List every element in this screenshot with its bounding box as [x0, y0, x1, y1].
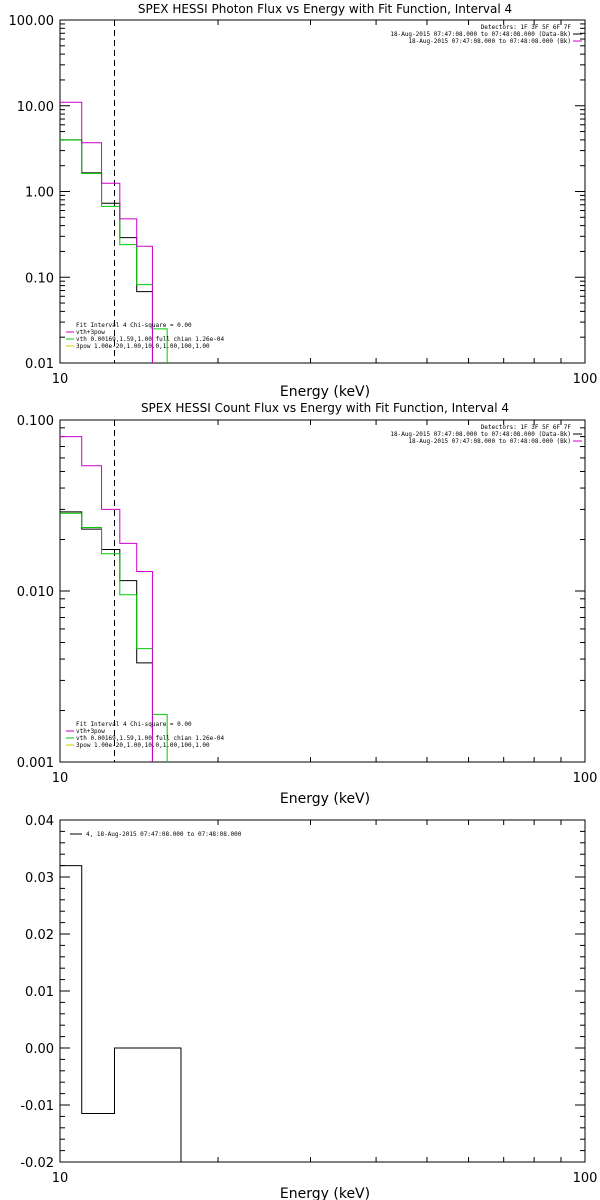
legend-text: vth+3pow [76, 329, 105, 336]
plot-frame [59, 19, 586, 364]
y-tick-label: -0.02 [20, 1156, 54, 1171]
x-tick-label: 100 [573, 1171, 598, 1186]
x-tick-label: 10 [52, 771, 69, 786]
y-tick-label: 0.04 [25, 814, 54, 829]
plot-frame [59, 819, 586, 1163]
y-tick-label: 0.001 [17, 756, 54, 771]
y-tick-label: -0.01 [20, 1099, 54, 1114]
y-tick-label: 0.10 [25, 271, 54, 286]
legend-text: vth+3pow [76, 728, 105, 735]
series-line [60, 865, 182, 1162]
series-line [60, 101, 153, 363]
legend-text: Fit Interval 4 Chi-square = 0.00 [76, 721, 192, 728]
legend-text: Fit Interval 4 Chi-square = 0.00 [76, 322, 192, 329]
y-tick-label: 0.03 [25, 871, 54, 886]
x-axis-label: Energy (keV) [280, 1186, 370, 1200]
x-tick-label: 100 [573, 771, 598, 786]
x-axis-label: Energy (keV) [280, 791, 370, 807]
photon-flux-panel: SPEX HESSI Photon Flux vs Energy with Fi… [9, 2, 598, 400]
plot-frame [59, 419, 586, 763]
legend-text: Detectors: 1F 3F 5F 6F 7F [481, 24, 572, 31]
count-flux-panel: SPEX HESSI Count Flux vs Energy with Fit… [17, 401, 598, 807]
legend-text: 3pow 1.00e-20,1.00,10.0,1.00,100,1.00 [76, 343, 210, 350]
x-tick-label: 100 [573, 372, 598, 387]
chart-title: SPEX HESSI Photon Flux vs Energy with Fi… [138, 2, 512, 16]
y-tick-label: 10.00 [17, 100, 54, 115]
residuals-panel: Energy (keV) -0.02 -0.01 0.00 0.01 0.02 0.03 0… [20, 814, 597, 1200]
x-tick-label: 10 [52, 1171, 69, 1186]
legend-text: Detectors: 1F 3F 5F 6F 7F [481, 424, 572, 431]
legend-text: vth 0.00169,1.59,1.00 full chian 1.26e-0… [76, 336, 224, 343]
y-tick-label: 0.100 [17, 414, 54, 429]
legend-text: 3pow 1.00e-20,1.00,10.0,1.00,100,1.00 [76, 742, 210, 749]
y-tick-label: 0.010 [17, 585, 54, 600]
y-tick-label: 0.00 [25, 1042, 54, 1057]
x-tick-label: 10 [52, 372, 69, 387]
legend-text: 18-Aug-2015 07:47:08.000 to 07:48:08.000… [408, 38, 571, 45]
series-line [60, 436, 153, 762]
y-tick-label: 1.00 [25, 186, 54, 201]
legend-text: vth 0.00169,1.59,1.00 full chian 1.26e-0… [76, 735, 224, 742]
legend-text: 18-Aug-2015 07:47:08.000 to 07:48:08.000… [408, 438, 571, 445]
series-line [60, 139, 153, 363]
y-tick-label: 100.00 [9, 14, 55, 29]
y-tick-label: 0.02 [25, 928, 54, 943]
x-axis-label: Energy (keV) [280, 384, 370, 400]
chart-title: SPEX HESSI Count Flux vs Energy with Fit… [141, 401, 509, 415]
legend-text: 18-Aug-2015 07:47:08.000 to 07:48:08.000… [390, 31, 571, 38]
legend-text: 18-Aug-2015 07:47:08.000 to 07:48:08.000… [390, 431, 571, 438]
legend-text: 4, 18-Aug-2015 07:47:08.000 to 07:48:08.… [86, 831, 242, 838]
y-tick-label: 0.01 [25, 985, 54, 1000]
y-tick-label: 0.01 [25, 357, 54, 372]
